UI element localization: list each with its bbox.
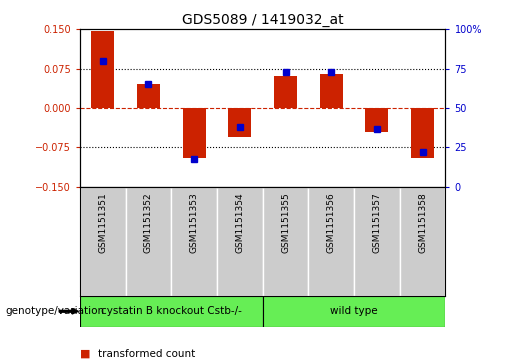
- Text: GSM1151358: GSM1151358: [418, 192, 427, 253]
- Text: GSM1151354: GSM1151354: [235, 192, 244, 253]
- Text: GSM1151357: GSM1151357: [372, 192, 382, 253]
- Bar: [228, 108, 251, 137]
- Bar: [183, 108, 205, 158]
- Bar: [366, 108, 388, 132]
- Text: GSM1151353: GSM1151353: [190, 192, 199, 253]
- Title: GDS5089 / 1419032_at: GDS5089 / 1419032_at: [182, 13, 344, 26]
- Text: ■: ■: [80, 349, 90, 359]
- Bar: [126, 187, 171, 296]
- Bar: [80, 187, 126, 296]
- Bar: [354, 187, 400, 296]
- Text: GSM1151356: GSM1151356: [327, 192, 336, 253]
- Bar: [263, 296, 445, 327]
- Text: GSM1151351: GSM1151351: [98, 192, 107, 253]
- Text: genotype/variation: genotype/variation: [5, 306, 104, 316]
- Bar: [217, 187, 263, 296]
- Bar: [411, 108, 434, 158]
- Text: transformed count: transformed count: [98, 349, 195, 359]
- Bar: [91, 30, 114, 108]
- Text: wild type: wild type: [330, 306, 378, 316]
- Text: GSM1151352: GSM1151352: [144, 192, 153, 253]
- Bar: [274, 76, 297, 108]
- Text: GSM1151355: GSM1151355: [281, 192, 290, 253]
- Bar: [137, 84, 160, 108]
- Text: cystatin B knockout Cstb-/-: cystatin B knockout Cstb-/-: [101, 306, 242, 316]
- Bar: [308, 187, 354, 296]
- Bar: [80, 296, 263, 327]
- Bar: [400, 187, 445, 296]
- Bar: [171, 187, 217, 296]
- Bar: [320, 74, 342, 108]
- Bar: [263, 187, 308, 296]
